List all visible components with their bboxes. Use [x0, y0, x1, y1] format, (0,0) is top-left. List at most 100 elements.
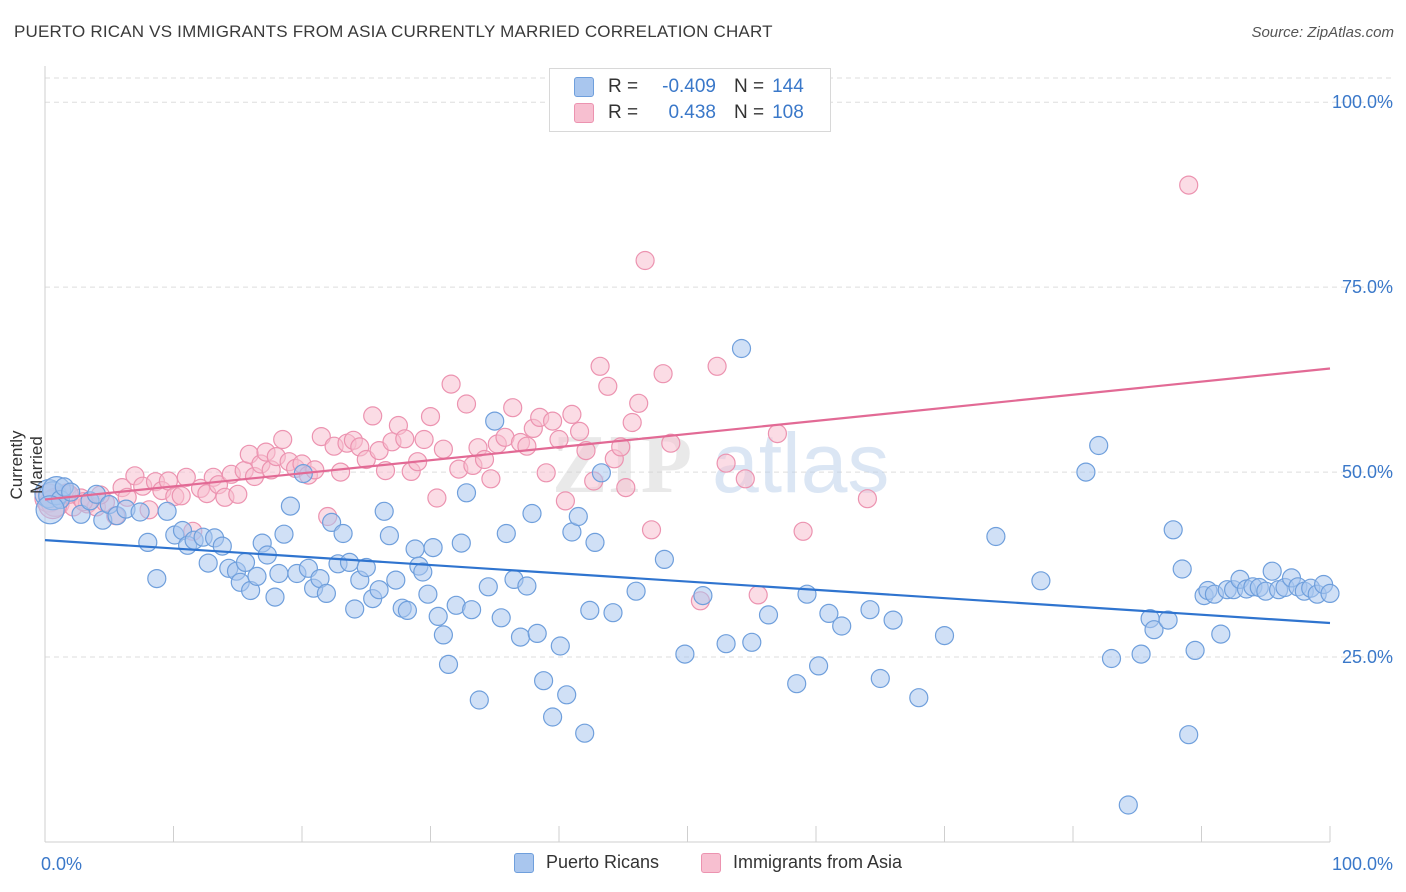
point-immigrants-from-asia: [716, 453, 736, 473]
y-tick-label: 50.0%: [1342, 462, 1393, 482]
point-puerto-ricans: [1031, 571, 1051, 591]
point-puerto-ricans: [1089, 435, 1109, 456]
point-immigrants-from-asia: [767, 424, 788, 444]
point-puerto-ricans: [491, 608, 511, 628]
legend-n-label: N =: [734, 102, 765, 123]
point-puerto-ricans: [742, 632, 762, 652]
point-puerto-ricans: [274, 524, 294, 544]
point-puerto-ricans: [1262, 561, 1282, 581]
point-puerto-ricans: [405, 539, 425, 559]
point-immigrants-from-asia: [857, 489, 878, 509]
point-puerto-ricans: [322, 512, 342, 533]
point-puerto-ricans: [542, 707, 563, 727]
point-puerto-ricans: [870, 668, 890, 689]
point-immigrants-from-asia: [171, 486, 191, 506]
point-immigrants-from-asia: [331, 462, 351, 482]
point-puerto-ricans: [1163, 520, 1183, 540]
point-immigrants-from-asia: [420, 407, 441, 427]
point-puerto-ricans: [423, 537, 443, 558]
legend-n-label: N =: [734, 76, 765, 97]
legend-r-label: R =: [608, 102, 639, 123]
y-tick-label: 100.0%: [1332, 92, 1393, 112]
y-axis-title: Currently Married: [7, 430, 46, 500]
point-puerto-ricans: [316, 583, 336, 604]
point-immigrants-from-asia: [576, 441, 596, 461]
point-immigrants-from-asia: [395, 429, 415, 449]
point-puerto-ricans: [522, 503, 542, 524]
point-puerto-ricans: [379, 526, 399, 546]
legend-row-puerto-ricans: R = -0.409 N = 144: [574, 75, 804, 99]
point-puerto-ricans: [485, 411, 505, 431]
point-puerto-ricans: [469, 690, 489, 710]
point-immigrants-from-asia: [611, 437, 631, 457]
point-puerto-ricans: [374, 501, 394, 521]
point-immigrants-from-asia: [562, 404, 582, 424]
bottom-legend-swatch-blue: [514, 852, 534, 873]
point-puerto-ricans: [934, 625, 955, 646]
point-puerto-ricans: [138, 532, 158, 553]
point-immigrants-from-asia: [456, 394, 477, 414]
point-puerto-ricans: [1144, 620, 1164, 640]
point-immigrants-from-asia: [433, 439, 453, 459]
point-immigrants-from-asia: [517, 436, 537, 456]
bottom-legend-puerto-ricans: Puerto Ricans: [514, 852, 659, 873]
point-immigrants-from-asia: [427, 488, 447, 508]
point-puerto-ricans: [1211, 624, 1231, 644]
trendline-immigrants-from-asia: [44, 367, 1331, 501]
point-puerto-ricans: [819, 603, 839, 624]
point-puerto-ricans: [654, 549, 675, 570]
point-puerto-ricans: [675, 644, 695, 664]
point-puerto-ricans: [386, 570, 406, 590]
point-puerto-ricans: [731, 338, 752, 359]
point-immigrants-from-asia: [793, 521, 813, 541]
point-puerto-ricans: [265, 587, 285, 607]
point-puerto-ricans: [517, 576, 537, 596]
point-puerto-ricans: [157, 501, 177, 521]
point-puerto-ricans: [1101, 648, 1122, 669]
point-puerto-ricans: [1179, 725, 1199, 745]
point-puerto-ricans: [550, 636, 570, 656]
point-puerto-ricans: [451, 533, 471, 553]
series-puerto-ricans: [34, 338, 1340, 815]
point-puerto-ricans: [626, 581, 646, 601]
point-puerto-ricans: [716, 634, 736, 654]
point-puerto-ricans: [269, 563, 289, 584]
point-immigrants-from-asia: [311, 427, 331, 447]
point-immigrants-from-asia: [441, 374, 461, 394]
legend-row-immigrants-from-asia: R = 0.438 N = 108: [574, 101, 804, 125]
point-immigrants-from-asia: [641, 520, 662, 540]
point-immigrants-from-asia: [635, 250, 655, 271]
point-immigrants-from-asia: [653, 364, 673, 384]
point-puerto-ricans: [438, 654, 459, 675]
point-puerto-ricans: [557, 685, 577, 705]
point-immigrants-from-asia: [503, 398, 523, 418]
trendline-puerto-ricans: [44, 539, 1331, 625]
point-immigrants-from-asia: [414, 429, 434, 450]
point-puerto-ricans: [510, 627, 531, 647]
point-puerto-ricans: [1076, 462, 1096, 482]
point-puerto-ricans: [693, 585, 713, 606]
point-puerto-ricans: [1172, 559, 1192, 579]
point-puerto-ricans: [1131, 644, 1151, 664]
point-puerto-ricans: [568, 506, 588, 527]
point-puerto-ricans: [147, 568, 167, 589]
point-puerto-ricans: [478, 577, 498, 597]
point-immigrants-from-asia: [569, 421, 590, 441]
point-immigrants-from-asia: [273, 429, 293, 450]
point-immigrants-from-asia: [536, 463, 556, 483]
point-puerto-ricans: [247, 566, 267, 587]
point-immigrants-from-asia: [176, 467, 196, 487]
bottom-legend-label-puerto-ricans: Puerto Ricans: [546, 852, 660, 872]
x-tick-label: 100.0%: [1332, 854, 1393, 874]
bottom-legend-swatch-pink: [701, 852, 721, 873]
point-puerto-ricans: [787, 674, 807, 694]
source-label: Source: ZipAtlas.com: [1251, 24, 1394, 41]
point-puerto-ricans: [1158, 610, 1178, 630]
point-immigrants-from-asia: [481, 469, 501, 489]
bottom-legend-immigrants-from-asia: Immigrants from Asia: [701, 852, 902, 873]
point-immigrants-from-asia: [542, 411, 563, 431]
point-puerto-ricans: [527, 623, 547, 644]
legend-swatch-pink: [574, 103, 594, 123]
legend-r-value: -0.409: [662, 76, 716, 97]
